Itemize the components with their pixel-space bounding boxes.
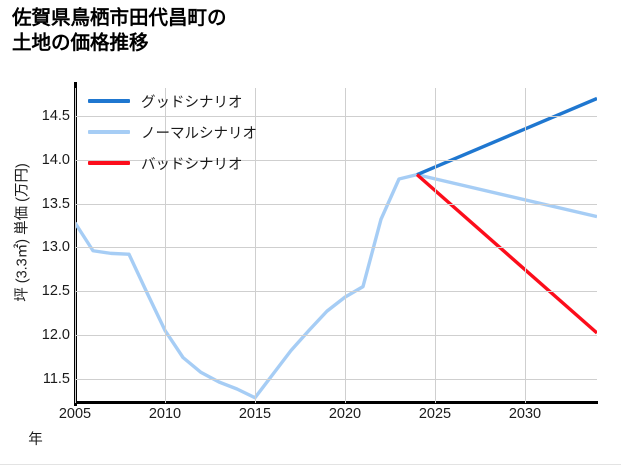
x-axis-ticks: 2005 2010 2015 2020 2025 2030 xyxy=(59,406,597,428)
y-tick-label: 14.5 xyxy=(41,108,70,124)
y-axis-ticks: 11.5 12.0 12.5 13.0 13.5 14.0 14.5 xyxy=(26,88,70,403)
legend-item[interactable]: バッドシナリオ xyxy=(88,154,257,173)
gridline-horizontal xyxy=(75,334,597,336)
x-axis-spine xyxy=(74,401,598,404)
y-tick-label: 13.0 xyxy=(41,239,70,256)
series-line xyxy=(416,96,597,177)
y-tick-label: 14.0 xyxy=(41,151,70,168)
legend-swatch-icon xyxy=(88,130,130,134)
x-tick-label: 2005 xyxy=(58,406,92,422)
chart-legend: グッドシナリオ ノーマルシナリオ バッドシナリオ xyxy=(88,92,257,173)
gridline-vertical xyxy=(345,88,346,403)
y-tick-label: 13.5 xyxy=(41,195,70,212)
gridline-horizontal xyxy=(75,291,597,292)
x-tick-label: 2020 xyxy=(328,406,362,422)
y-tick-label: 11.5 xyxy=(42,370,70,387)
y-axis-label: 坪 (3.3㎡) 単価 (万円) xyxy=(14,163,31,302)
gridline-vertical xyxy=(255,88,256,403)
plot-area xyxy=(75,88,597,403)
x-tick-label: 2025 xyxy=(418,406,452,422)
gridline-vertical xyxy=(435,88,436,403)
chart-title: 佐賀県鳥栖市田代昌町の 土地の価格推移 xyxy=(12,7,227,55)
legend-swatch-icon xyxy=(88,161,130,165)
legend-item[interactable]: グッドシナリオ xyxy=(88,92,257,111)
gridline-horizontal xyxy=(75,378,597,380)
gridline-horizontal xyxy=(75,159,597,161)
x-tick-label: 2015 xyxy=(238,406,272,422)
y-tick-label: 12.5 xyxy=(41,283,70,299)
gridline-vertical xyxy=(525,88,526,403)
legend-label: グッドシナリオ xyxy=(141,94,243,111)
gridline-vertical xyxy=(75,88,76,403)
gridline-vertical xyxy=(165,88,166,403)
legend-swatch-icon xyxy=(88,99,130,103)
x-axis-label-text: 年 xyxy=(28,432,43,448)
series-line xyxy=(75,172,597,400)
legend-label: バッドシナリオ xyxy=(141,156,243,173)
gridline-horizontal xyxy=(75,247,597,249)
legend-label: ノーマルシナリオ xyxy=(141,125,257,142)
gridline-horizontal xyxy=(75,116,597,117)
x-axis-label: 年 xyxy=(0,428,621,449)
legend-item[interactable]: ノーマルシナリオ xyxy=(88,123,257,142)
y-tick-label: 12.0 xyxy=(41,326,70,343)
series-line xyxy=(415,173,597,335)
x-tick-label: 2030 xyxy=(508,406,542,422)
x-tick-label: 2010 xyxy=(148,406,182,422)
gridline-horizontal xyxy=(75,203,597,205)
